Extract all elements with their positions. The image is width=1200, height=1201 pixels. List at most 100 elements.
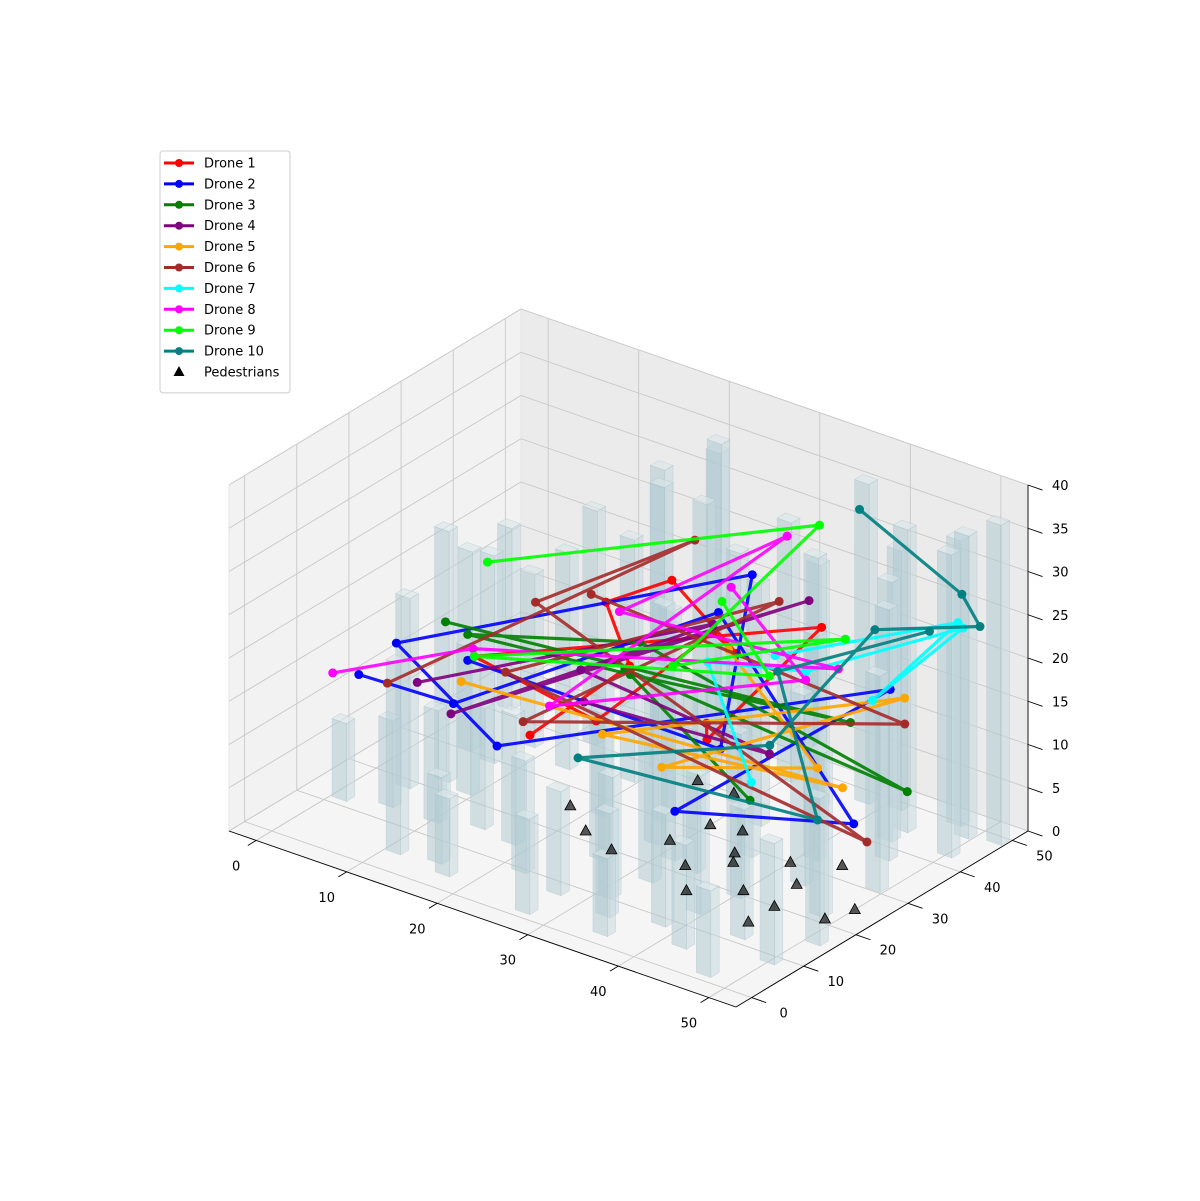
building-roof <box>729 799 754 811</box>
legend-swatch-marker <box>175 159 183 167</box>
drone-waypoint <box>925 626 934 636</box>
legend-swatch-marker <box>175 347 183 356</box>
drone-waypoint <box>717 596 727 606</box>
y-tick-label: 50 <box>1036 849 1053 864</box>
pedestrian-marker <box>784 855 797 867</box>
drone-waypoint <box>782 531 792 541</box>
drone-waypoint <box>765 749 775 759</box>
z-tick-mark <box>1027 614 1043 621</box>
drone-waypoint <box>492 741 502 751</box>
building <box>936 544 961 859</box>
building-roof <box>426 767 452 779</box>
legend: Drone 1 Drone 2 Drone 3 Drone 4 Drone 5 Drone… <box>159 150 291 394</box>
drone-waypoint <box>814 520 824 530</box>
y-axis-line <box>735 830 1029 1008</box>
pedestrian-marker <box>564 799 577 811</box>
y-tick-mark <box>1012 840 1027 846</box>
drone-waypoint <box>870 625 880 635</box>
building-roof <box>514 809 539 820</box>
drone-waypoint <box>900 719 910 729</box>
grid-line <box>228 308 522 486</box>
drone-waypoint <box>448 699 458 709</box>
legend-label: Drone 7 <box>204 282 256 297</box>
legend-item: Drone 1 <box>164 157 256 172</box>
drone-waypoint <box>382 678 392 688</box>
drone-path <box>332 534 841 708</box>
drone-waypoint <box>900 693 910 703</box>
building-roof <box>457 541 482 553</box>
pedestrian-marker <box>663 833 677 845</box>
building-roof <box>331 713 356 724</box>
building-roof <box>597 767 622 779</box>
legend-label: Drone 4 <box>204 219 256 234</box>
drone-waypoint <box>544 701 554 711</box>
pedestrian-marker <box>818 912 832 924</box>
y-tick-mark <box>855 934 871 941</box>
building-roof <box>500 705 526 717</box>
building-roof <box>545 781 571 793</box>
tick-labels: 0 10 20 30 40 50 0 10 20 30 40 50 0 5 10 15 20 25 30 35 40 <box>232 479 1069 1032</box>
legend-item: Drone 7 <box>164 282 256 297</box>
series-drone-9 <box>469 520 850 681</box>
drone-waypoint <box>463 655 473 665</box>
building-face <box>514 813 531 916</box>
legend-item: Drone 9 <box>164 324 256 339</box>
drone-path <box>445 620 909 802</box>
building-face <box>529 813 539 916</box>
y-tick-label: 10 <box>828 975 845 990</box>
drone-waypoint <box>469 651 479 661</box>
legend-swatch-marker <box>175 263 183 272</box>
building-roof <box>594 803 620 815</box>
building <box>434 788 459 878</box>
drone-waypoint <box>446 709 456 719</box>
building-roof <box>776 512 801 524</box>
building-face <box>695 885 712 978</box>
drone-waypoint <box>801 666 811 676</box>
grid-line <box>520 395 1029 572</box>
drone-waypoint <box>468 644 478 654</box>
z-tick-mark <box>1027 700 1043 707</box>
pedestrian-marker <box>742 915 755 927</box>
building <box>865 665 890 894</box>
building-face <box>385 659 401 856</box>
building-roof <box>671 834 696 846</box>
building <box>695 880 720 979</box>
drone-waypoint <box>657 762 667 772</box>
building <box>804 788 830 947</box>
z-tick-label: 0 <box>1052 825 1060 840</box>
legend-item: Drone 8 <box>164 303 256 318</box>
building <box>331 713 356 803</box>
building-face <box>774 838 784 966</box>
z-tick-mark <box>1027 657 1043 664</box>
legend-label: Drone 3 <box>204 198 256 213</box>
drone-waypoint <box>586 589 596 599</box>
drone-waypoint <box>849 819 859 829</box>
building-roof <box>936 544 961 556</box>
legend-swatch-marker <box>175 200 183 209</box>
building-face <box>546 786 562 897</box>
y-tick-label: 20 <box>880 944 897 959</box>
plot-scene <box>328 434 1011 979</box>
grid-line <box>228 438 522 616</box>
x-tick-mark <box>519 934 529 941</box>
building-roof <box>874 599 899 611</box>
building-face <box>889 604 899 862</box>
building-face <box>346 718 356 803</box>
building <box>514 809 539 916</box>
grid-line <box>244 821 752 998</box>
drone-waypoint <box>765 740 775 750</box>
drone-waypoint <box>328 668 338 678</box>
legend-swatch-marker <box>175 305 183 314</box>
pedestrian-marker <box>836 858 849 870</box>
legend-item: Drone 5 <box>164 240 256 255</box>
building-face <box>434 793 450 878</box>
building-roof <box>789 685 815 697</box>
drone-waypoint <box>902 787 912 797</box>
building-face <box>484 703 494 831</box>
building-roof <box>692 494 717 506</box>
x-tick-mark <box>428 902 438 909</box>
z-tick-label: 20 <box>1052 652 1069 667</box>
building-roof <box>759 833 784 845</box>
x-tick-label: 10 <box>318 891 335 906</box>
